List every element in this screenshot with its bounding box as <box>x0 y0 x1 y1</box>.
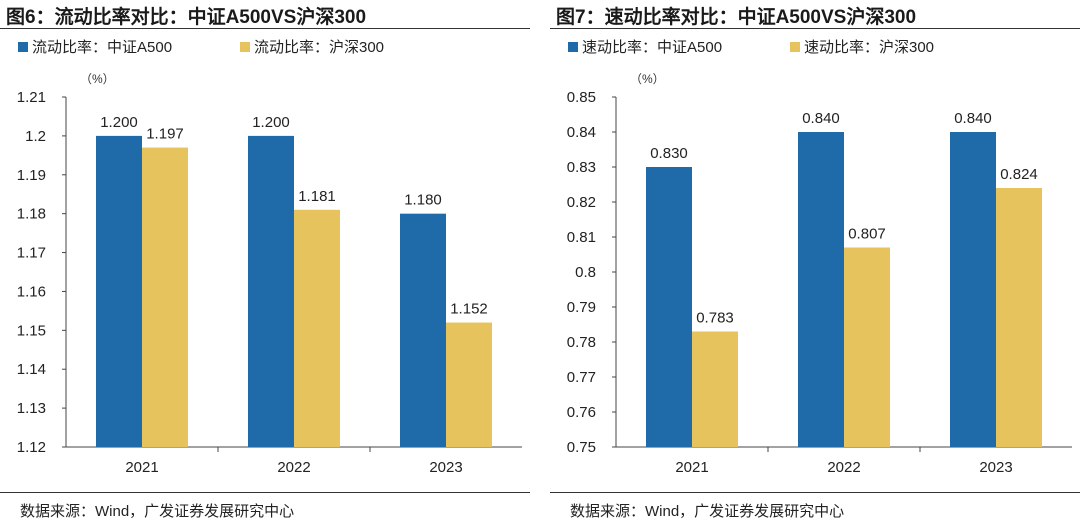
legend-label: 流动比率：沪深300 <box>254 39 384 56</box>
source-note: 数据来源：Wind，广发证券发展研究中心 <box>20 503 295 520</box>
x-tick-label: 2022 <box>827 459 860 476</box>
x-tick-label: 2023 <box>979 459 1012 476</box>
y-tick-label: 0.82 <box>567 194 596 211</box>
figure-7-panel: 图7：速动比率对比：中证A500VS沪深300 速动比率：中证A500 速动比率：… <box>550 0 1080 528</box>
legend-label: 流动比率：中证A500 <box>32 39 172 56</box>
y-tick-label: 1.17 <box>17 245 46 262</box>
y-tick-label: 1.14 <box>17 361 46 378</box>
current-ratio-bar-chart: 流动比率：中证A500 流动比率：沪深300 （%） 1.12 1.13 1.14 1.15… <box>17 39 522 476</box>
legend-label: 速动比率：沪深300 <box>804 39 934 56</box>
y-tick-label: 0.76 <box>567 404 596 421</box>
y-tick-label: 0.77 <box>567 369 596 386</box>
bar <box>996 188 1042 447</box>
bar <box>844 247 890 447</box>
bar <box>96 135 142 447</box>
y-tick-label: 0.85 <box>567 89 596 106</box>
bar <box>646 167 692 447</box>
y-tick-label: 1.16 <box>17 283 46 300</box>
bar <box>248 135 294 447</box>
data-label: 0.783 <box>696 310 734 327</box>
legend-swatch <box>18 42 28 52</box>
footer-rule <box>0 492 530 493</box>
data-label: 1.200 <box>100 114 138 131</box>
legend-swatch <box>790 42 800 52</box>
y-tick-label: 0.81 <box>567 229 596 246</box>
quick-ratio-bar-chart: 速动比率：中证A500 速动比率：沪深300 （%） 0.75 0.76 0.77 0.78… <box>567 39 1072 476</box>
data-label: 0.840 <box>802 110 840 127</box>
y-tick-label: 1.2 <box>25 128 46 145</box>
bar <box>400 213 446 447</box>
data-label: 1.200 <box>252 114 290 131</box>
title-rule <box>0 28 530 29</box>
legend-swatch <box>240 42 250 52</box>
y-tick-label: 1.19 <box>17 167 46 184</box>
data-label: 1.197 <box>146 126 184 143</box>
unit-label: （%） <box>630 72 665 86</box>
bar <box>950 132 996 447</box>
bar <box>294 209 340 447</box>
y-tick-label: 0.79 <box>567 299 596 316</box>
x-tick-label: 2022 <box>277 459 310 476</box>
data-label: 1.181 <box>298 188 336 205</box>
data-label: 0.840 <box>954 110 992 127</box>
y-tick-label: 0.75 <box>567 439 596 456</box>
x-tick-label: 2021 <box>675 459 708 476</box>
bar <box>798 132 844 447</box>
title-rule <box>550 28 1080 29</box>
figure-6-panel: 图6：流动比率对比：中证A500VS沪深300 流动比率：中证A500 流动比率：… <box>0 0 530 528</box>
figure-title: 图7：速动比率对比：中证A500VS沪深300 <box>556 7 917 28</box>
footer-rule <box>550 492 1080 493</box>
y-tick-label: 1.18 <box>17 206 46 223</box>
x-tick-label: 2023 <box>429 459 462 476</box>
data-label: 0.824 <box>1000 166 1038 183</box>
data-label: 0.807 <box>848 226 886 243</box>
data-label: 0.830 <box>650 145 688 162</box>
bar <box>446 322 492 447</box>
unit-label: （%） <box>80 72 115 86</box>
y-tick-label: 1.12 <box>17 439 46 456</box>
data-label: 1.152 <box>450 301 488 318</box>
y-tick-label: 0.83 <box>567 159 596 176</box>
y-tick-label: 1.15 <box>17 322 46 339</box>
y-tick-label: 0.8 <box>575 264 596 281</box>
legend-label: 速动比率：中证A500 <box>582 39 722 56</box>
y-tick-label: 0.78 <box>567 334 596 351</box>
bar <box>692 331 738 447</box>
bar <box>142 147 188 448</box>
data-label: 1.180 <box>404 192 442 209</box>
y-tick-label: 1.21 <box>17 89 46 106</box>
x-tick-label: 2021 <box>125 459 158 476</box>
y-tick-label: 1.13 <box>17 400 46 417</box>
source-note: 数据来源：Wind，广发证券发展研究中心 <box>570 503 845 520</box>
figure-title: 图6：流动比率对比：中证A500VS沪深300 <box>6 7 367 28</box>
legend-swatch <box>568 42 578 52</box>
y-tick-label: 0.84 <box>567 124 596 141</box>
